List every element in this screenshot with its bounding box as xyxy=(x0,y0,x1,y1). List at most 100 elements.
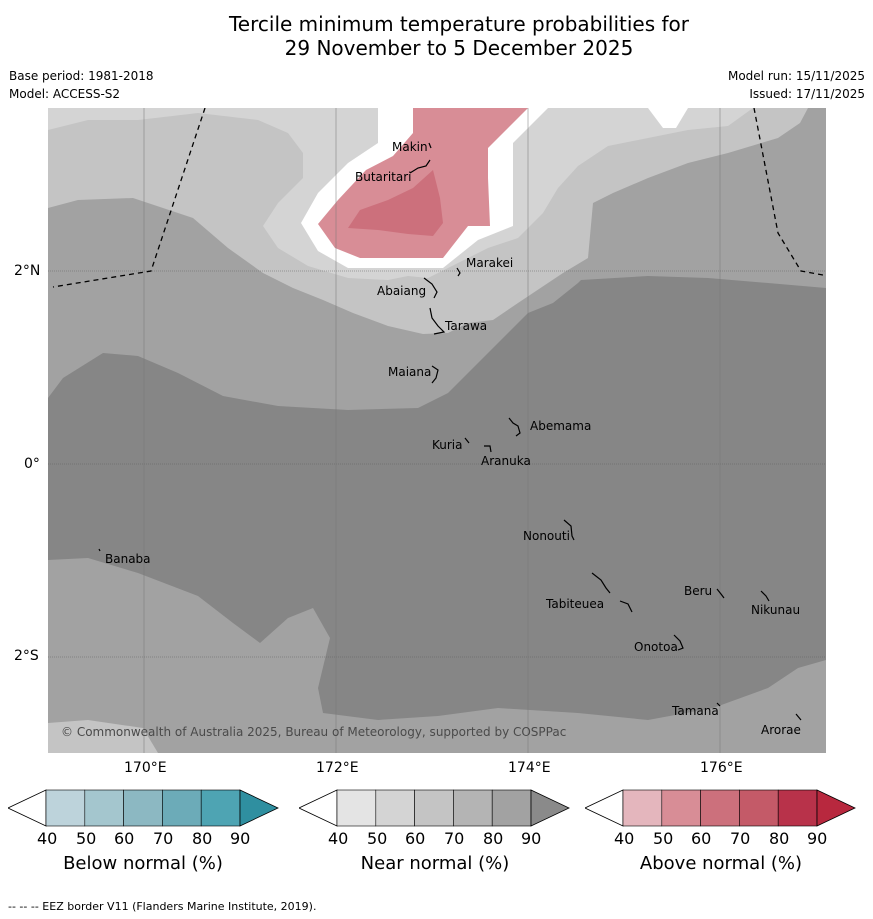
lat-label-2s: 2°S xyxy=(14,648,39,664)
below-normal-colorbar xyxy=(8,789,279,827)
near-colorbar-cell xyxy=(375,789,415,827)
nonouti-island-shape xyxy=(563,519,575,541)
near-colorbar-cell xyxy=(336,789,377,827)
below-tick-40: 40 xyxy=(37,829,58,848)
above-tick-90: 90 xyxy=(807,829,828,848)
above-colorbar-cell xyxy=(700,789,740,827)
map-title-line1: Tercile minimum temperature probabilitie… xyxy=(228,12,690,36)
below-colorbar-high-arrow xyxy=(239,789,279,827)
tamana-island-shape xyxy=(716,702,721,707)
lon-label-176e: 176°E xyxy=(700,760,743,776)
above-normal-colorbar xyxy=(585,789,856,827)
near-colorbar-cells xyxy=(336,789,532,827)
label-butaritari: Butaritari xyxy=(355,170,412,184)
below-colorbar-cell xyxy=(200,789,241,827)
label-arorae: Arorae xyxy=(761,723,801,737)
onotoa-island-shape xyxy=(673,634,684,651)
near-colorbar-high-arrow xyxy=(530,789,570,827)
label-tabiteuea: Tabiteuea xyxy=(545,597,604,611)
near-tick-60: 60 xyxy=(405,829,426,848)
above-colorbar-low-arrow xyxy=(585,789,624,827)
near-colorbar-cell xyxy=(453,789,493,827)
latitude-gridlines xyxy=(48,270,826,658)
beru-island-shape xyxy=(716,588,725,599)
abemama-island-shape xyxy=(508,417,521,437)
near-colorbar-low-arrow xyxy=(299,789,338,827)
below-colorbar-cell xyxy=(84,789,124,827)
longitude-gridlines xyxy=(143,108,721,753)
label-abemama: Abemama xyxy=(530,419,591,433)
label-tamana: Tamana xyxy=(671,704,719,718)
above-colorbar-cell xyxy=(622,789,663,827)
issued-date: Issued: 17/11/2025 xyxy=(749,87,865,101)
below-colorbar-cell xyxy=(45,789,86,827)
abaiang-island-shape xyxy=(423,277,438,299)
below-colorbar-cell xyxy=(123,789,163,827)
eez-footnote: -- -- -- EEZ border V11 (Flanders Marine… xyxy=(8,900,317,913)
lon-label-174e: 174°E xyxy=(508,760,551,776)
base-period: Base period: 1981-2018 xyxy=(9,69,154,83)
lat-label-2n: 2°N xyxy=(14,263,41,279)
map-title: Tercile minimum temperature probabilitie… xyxy=(0,12,873,60)
below-normal-label: Below normal (%) xyxy=(63,853,223,874)
label-nikunau: Nikunau xyxy=(751,603,800,617)
below-colorbar-cell xyxy=(162,789,202,827)
below-tick-90: 90 xyxy=(230,829,251,848)
map-title-line2: 29 November to 5 December 2025 xyxy=(284,36,634,60)
near-normal-colorbar xyxy=(299,789,570,827)
near-tick-80: 80 xyxy=(483,829,504,848)
model-name: Model: ACCESS-S2 xyxy=(9,87,121,101)
label-marakei: Marakei xyxy=(466,256,513,270)
label-maiana: Maiana xyxy=(388,365,431,379)
above-tick-80: 80 xyxy=(769,829,790,848)
label-beru: Beru xyxy=(684,584,712,598)
above-colorbar-cell xyxy=(777,789,818,827)
below-tick-50: 50 xyxy=(76,829,97,848)
above-colorbar-cell xyxy=(739,789,779,827)
maiana-island-shape xyxy=(431,365,439,384)
above-colorbar-high-arrow xyxy=(816,789,856,827)
above-colorbar-cells xyxy=(622,789,818,827)
near-tick-70: 70 xyxy=(444,829,465,848)
near-normal-50-60-corner-zone xyxy=(48,720,158,753)
banaba-island-shape xyxy=(98,548,101,552)
near-tick-40: 40 xyxy=(328,829,349,848)
tabiteuea-north-island-shape xyxy=(591,572,611,594)
lon-label-172e: 172°E xyxy=(316,760,359,776)
above-normal-label: Above normal (%) xyxy=(639,853,803,874)
kuria-island-shape xyxy=(464,437,470,444)
label-makin: Makin xyxy=(392,140,428,154)
below-tick-60: 60 xyxy=(114,829,135,848)
above-tick-50: 50 xyxy=(653,829,674,848)
lon-label-170e: 170°E xyxy=(124,760,167,776)
label-onotoa: Onotoa xyxy=(634,640,678,654)
above-tick-40: 40 xyxy=(614,829,635,848)
aranuka-island-shape xyxy=(484,445,492,453)
butaritari-island-shape xyxy=(409,159,431,174)
label-abaiang: Abaiang xyxy=(377,284,426,298)
label-kuria: Kuria xyxy=(432,438,463,452)
tarawa-island-shape xyxy=(429,307,446,335)
above-tick-60: 60 xyxy=(691,829,712,848)
below-colorbar-low-arrow xyxy=(8,789,47,827)
makin-island-shape xyxy=(428,142,432,149)
near-colorbar-cell xyxy=(491,789,532,827)
above-colorbar-cell xyxy=(661,789,701,827)
eez-border xyxy=(52,108,824,288)
near-tick-90: 90 xyxy=(521,829,542,848)
tabiteuea-south-island-shape xyxy=(619,600,633,613)
above-normal-60-70-zone xyxy=(348,170,443,236)
near-normal-label: Near normal (%) xyxy=(360,853,510,874)
lat-label-0: 0° xyxy=(24,456,40,472)
near-colorbar-cell xyxy=(414,789,454,827)
near-tick-50: 50 xyxy=(367,829,388,848)
label-aranuka: Aranuka xyxy=(481,454,531,468)
label-banaba: Banaba xyxy=(105,552,151,566)
above-tick-70: 70 xyxy=(730,829,751,848)
label-tarawa: Tarawa xyxy=(444,319,487,333)
model-run: Model run: 15/11/2025 xyxy=(727,69,865,83)
island-outlines xyxy=(98,142,802,721)
probability-map: Makin Butaritari Marakei Abaiang Tarawa … xyxy=(48,108,826,753)
below-tick-80: 80 xyxy=(192,829,213,848)
near-normal-60-70-south-zone xyxy=(48,558,826,753)
